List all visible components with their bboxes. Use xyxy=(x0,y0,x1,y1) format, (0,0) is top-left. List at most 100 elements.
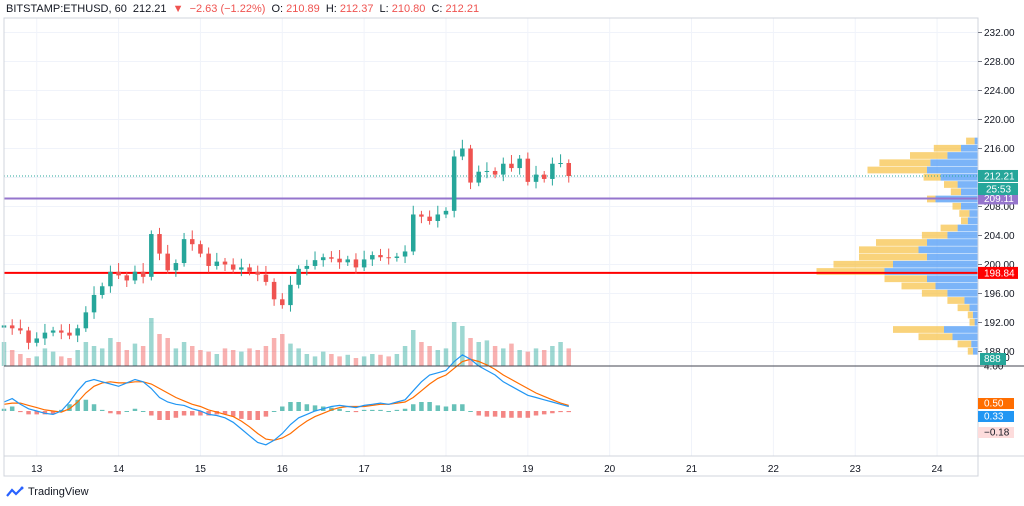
profile-bar-up xyxy=(961,217,968,225)
volume-bar xyxy=(566,348,572,366)
price-tick-label: 208.00 xyxy=(984,202,1015,213)
macd-histogram-bar xyxy=(222,411,228,415)
candle-body xyxy=(34,338,39,343)
candle-body xyxy=(247,267,252,272)
profile-bar-up xyxy=(910,152,948,159)
volume-bar xyxy=(451,322,457,366)
price-badge-label: 212.21 xyxy=(984,171,1015,182)
profile-bar-down xyxy=(893,260,978,268)
candle-body xyxy=(165,253,170,271)
macd-histogram-bar xyxy=(165,411,170,420)
candle-body xyxy=(443,210,449,215)
profile-bar-up xyxy=(923,173,941,181)
macd-badge xyxy=(978,411,1014,422)
volume-bar xyxy=(181,342,187,366)
macd-signal-line xyxy=(3,358,569,441)
macd-histogram-bar xyxy=(75,399,80,411)
macd-histogram-bar xyxy=(99,409,105,411)
macd-badge-label: −0.18 xyxy=(984,428,1010,439)
profile-bar-down xyxy=(957,224,978,232)
candle-body xyxy=(91,294,97,313)
volume-bar xyxy=(361,356,367,366)
candle-body xyxy=(59,330,64,333)
volume-bar xyxy=(435,350,441,366)
volume-bar xyxy=(541,350,547,366)
macd-histogram-bar xyxy=(288,402,293,411)
volume-bar xyxy=(353,358,359,366)
candle-body xyxy=(26,330,31,343)
macd-histogram-bar xyxy=(501,411,506,418)
high-value: 212.37 xyxy=(339,3,374,15)
macd-histogram-bar xyxy=(370,409,375,411)
macd-histogram-bar xyxy=(541,411,547,415)
profile-bar-up xyxy=(921,289,948,297)
candle-body xyxy=(157,234,162,254)
candle-body xyxy=(288,284,293,306)
price-change: −2.63 (−1.22%) xyxy=(189,3,266,15)
volume-bar xyxy=(476,342,481,366)
candle-body xyxy=(198,244,203,254)
volume-bar xyxy=(410,330,416,366)
candle-body xyxy=(484,170,490,172)
volume-bar xyxy=(484,340,490,366)
profile-bar-up xyxy=(940,224,958,232)
candle-body xyxy=(124,275,130,281)
time-tick-label: 18 xyxy=(440,464,452,475)
candle-body xyxy=(460,148,465,157)
macd-histogram-bar xyxy=(419,402,424,411)
candle-body xyxy=(320,257,326,261)
symbol-label[interactable]: BITSTAMP:ETHUSD, 60 xyxy=(6,3,127,15)
candle-body xyxy=(280,299,285,306)
time-tick-label: 14 xyxy=(113,464,125,475)
profile-bar-down xyxy=(947,289,978,297)
volume-badge-label: 888 xyxy=(984,354,1001,365)
macd-histogram-bar xyxy=(140,411,146,412)
time-tick-label: 24 xyxy=(932,464,944,475)
tradingview-brand[interactable]: TradingView xyxy=(6,486,89,498)
profile-bar-down xyxy=(947,152,978,159)
profile-bar-down xyxy=(918,246,978,254)
macd-badge xyxy=(978,427,1014,438)
candle-body xyxy=(468,148,473,183)
volume-bar xyxy=(91,346,97,366)
volume-bar xyxy=(509,343,514,366)
candle-body xyxy=(149,234,154,277)
time-tick-label: 19 xyxy=(522,464,534,475)
candle-body xyxy=(427,216,432,221)
macd-badge-label: 0.50 xyxy=(984,399,1004,410)
time-tick-label: 17 xyxy=(359,464,371,475)
candle-body xyxy=(345,259,351,263)
profile-bar-down xyxy=(884,268,978,275)
profile-bar-down xyxy=(952,333,978,341)
volume-bars xyxy=(1,318,572,366)
profile-bar-up xyxy=(901,282,936,290)
time-tick-label: 22 xyxy=(768,464,780,475)
macd-histogram-bar xyxy=(173,411,179,418)
volume-bar xyxy=(402,346,408,366)
volume-bar xyxy=(255,350,260,366)
profile-bar-up xyxy=(966,137,975,145)
candle-body xyxy=(116,271,121,276)
time-tick-label: 21 xyxy=(686,464,698,475)
grid-lines xyxy=(4,18,978,456)
macd-histogram-bar xyxy=(410,404,416,411)
price-tick-label: 196.00 xyxy=(984,289,1015,300)
countdown-badge xyxy=(978,182,1018,195)
volume-bar xyxy=(116,342,121,366)
macd-histogram-bar xyxy=(83,399,89,411)
candle-body xyxy=(296,268,301,285)
macd-histogram-bar xyxy=(394,409,400,411)
volume-bar xyxy=(296,348,301,366)
time-tick-label: 23 xyxy=(850,464,862,475)
volume-bar xyxy=(501,348,506,366)
open-label: O: xyxy=(271,3,284,15)
time-tick-label: 13 xyxy=(31,464,43,475)
price-badge xyxy=(978,169,1018,182)
candle-body xyxy=(361,259,367,268)
macd-histogram-bar xyxy=(525,411,531,418)
macd-histogram-bar xyxy=(451,404,457,411)
macd-histogram-bar xyxy=(67,404,72,411)
profile-bar-down xyxy=(974,137,978,145)
volume-bar xyxy=(140,346,146,366)
